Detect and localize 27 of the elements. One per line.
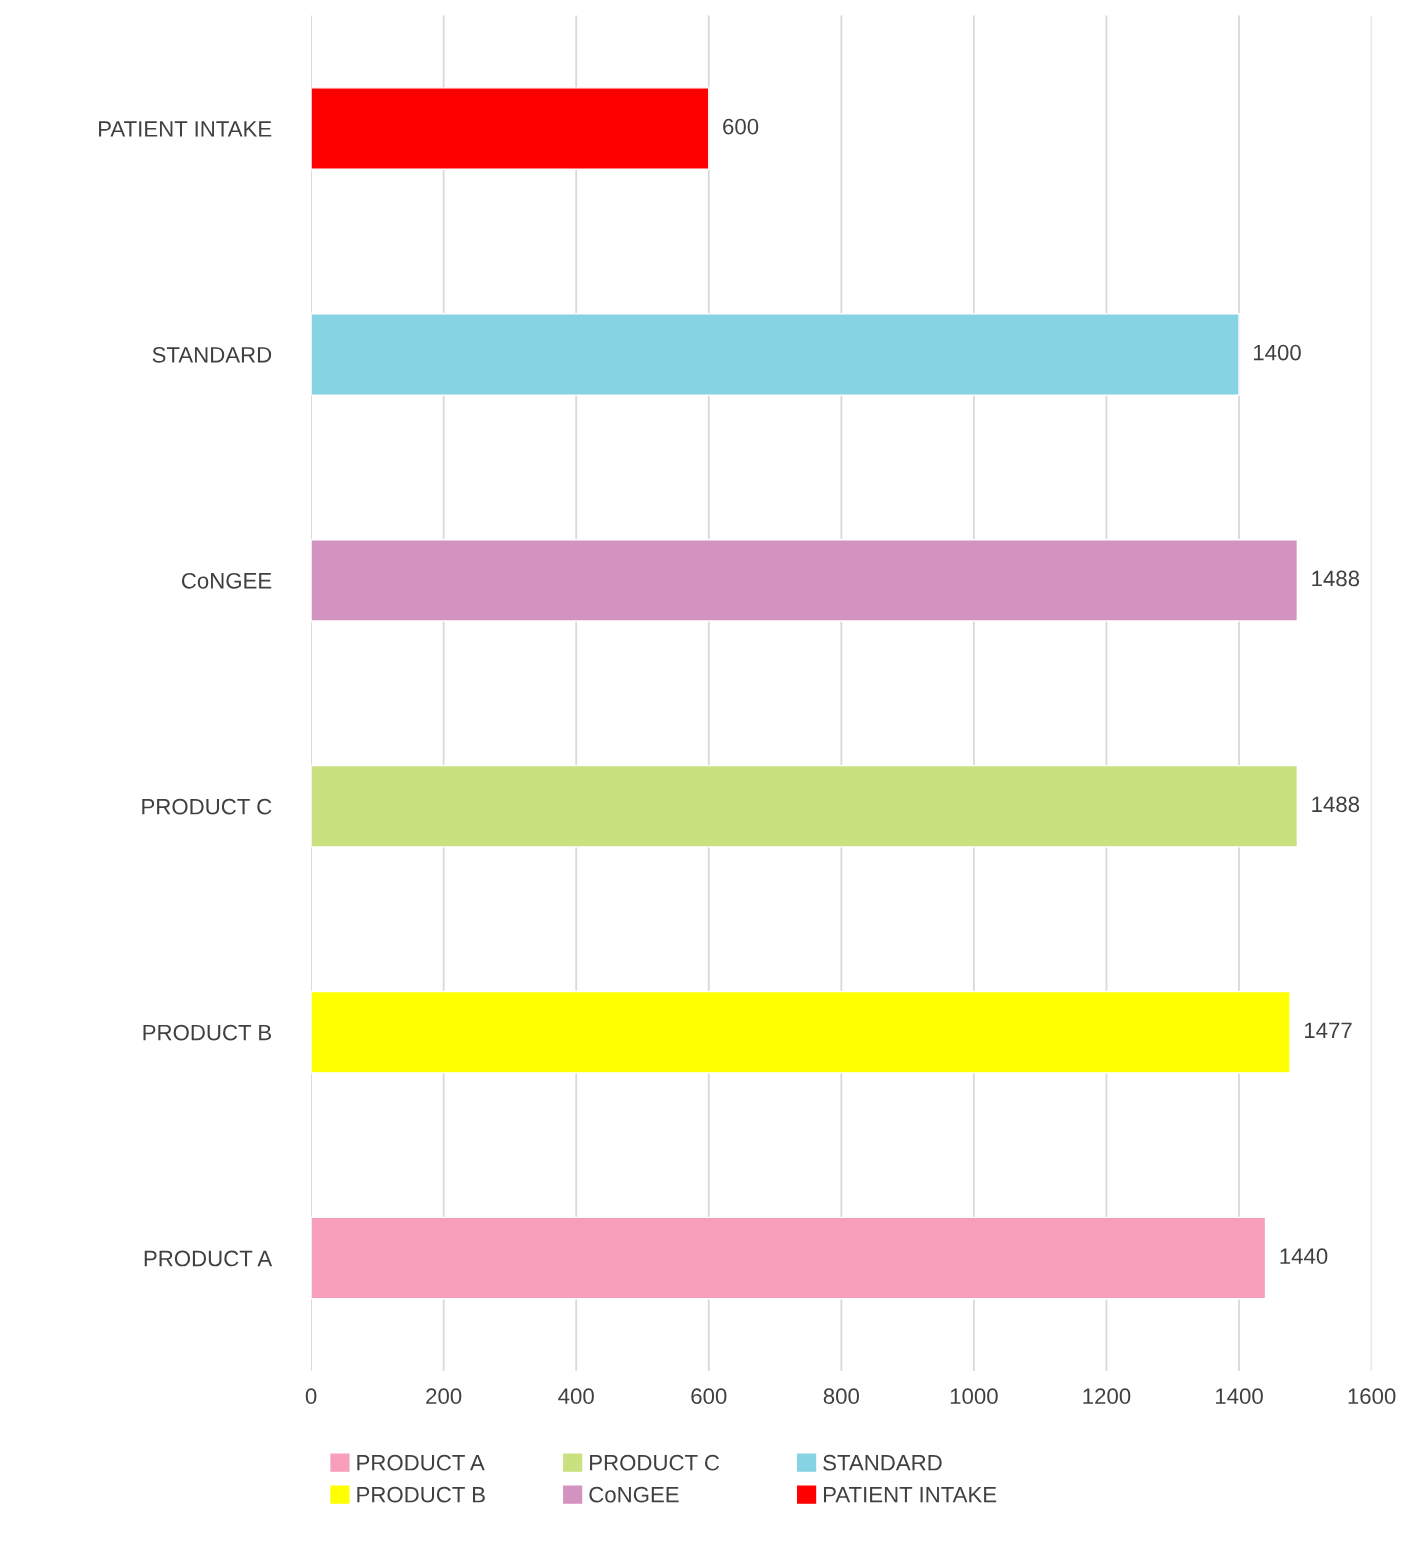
- x-tick-label: 800: [823, 1388, 859, 1405]
- legend-label: CoNGEE: [589, 1486, 679, 1503]
- legend-label: PRODUCT C: [590, 1454, 720, 1471]
- y-tick-label: PRODUCT A: [144, 1250, 273, 1267]
- data-label: 1440: [1280, 1248, 1328, 1265]
- legend-label: PATIENT INTAKE: [823, 1487, 997, 1503]
- y-tick-label: PRODUCT C: [142, 798, 272, 815]
- x-tick-label: 1200: [1083, 1388, 1131, 1405]
- x-tick-label: 0: [305, 1388, 317, 1405]
- x-tick-label: 200: [426, 1388, 462, 1405]
- x-tick-label: 1600: [1348, 1388, 1396, 1405]
- y-tick-label: PRODUCT B: [143, 1024, 272, 1041]
- data-label: 1477: [1305, 1022, 1352, 1038]
- x-tick-label: 600: [691, 1388, 727, 1405]
- y-tick-label: STANDARD: [152, 346, 272, 363]
- data-label: 1488: [1312, 796, 1360, 813]
- x-tick-label: 400: [558, 1388, 594, 1405]
- legend-label: STANDARD: [823, 1454, 942, 1471]
- data-label: 600: [723, 118, 759, 135]
- data-label: 1400: [1253, 344, 1301, 361]
- legend-label: PRODUCT B: [357, 1486, 485, 1503]
- x-tick-label: 1400: [1216, 1388, 1263, 1405]
- data-label: 1488: [1312, 570, 1360, 587]
- y-tick-label: CoNGEE: [181, 572, 272, 589]
- y-tick-label: PATIENT INTAKE: [99, 121, 272, 137]
- legend-label: PRODUCT A: [357, 1454, 485, 1471]
- x-tick-label: 1000: [950, 1388, 998, 1405]
